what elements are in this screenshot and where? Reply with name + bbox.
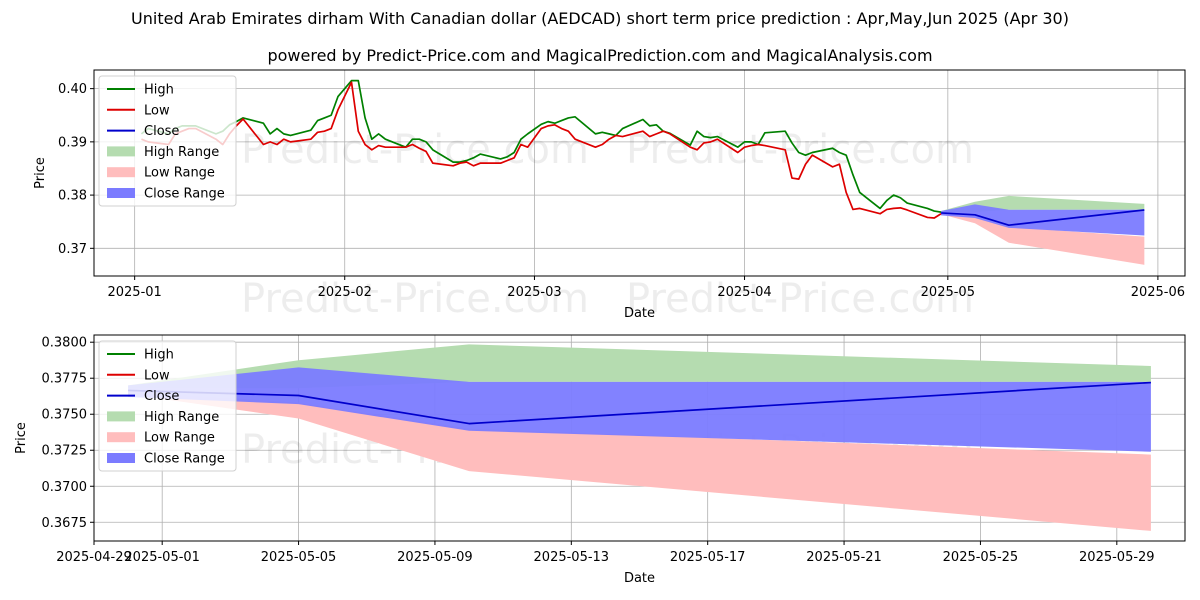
y-tick-label: 0.3725 [42, 444, 88, 459]
watermark-text: Predict-Price.com [241, 276, 589, 322]
legend-swatch-patch [107, 167, 135, 178]
watermark-text: Predict-Price.com [626, 276, 974, 322]
legend-label: High [144, 83, 174, 98]
x-tick-label: 2025-02 [318, 285, 372, 300]
legend-swatch-patch [107, 453, 135, 463]
close-line [941, 209, 1145, 227]
y-tick-label: 0.3775 [42, 372, 88, 387]
chart-title: United Arab Emirates dirham With Canadia… [131, 9, 1069, 28]
x-tick-label: 2025-03 [507, 285, 561, 300]
x-tick-label: 2025-06 [1131, 285, 1185, 300]
legend-label: High Range [144, 145, 219, 160]
history-panel: Predict-Price.com Predict-Price.com Predic… [33, 69, 1186, 322]
x-tick-label: 2025-05-25 [943, 550, 1019, 565]
forecast-panel: Predict-Price.comPredict-Price.com2025-0… [14, 334, 1186, 586]
y-tick-label: 0.39 [58, 135, 87, 150]
low-range-band [941, 213, 1145, 265]
x-axis-label: Date [624, 571, 655, 586]
x-tick-label: 2025-05-01 [124, 550, 200, 565]
legend-swatch-patch [107, 411, 135, 422]
legend-label: Close [144, 124, 179, 139]
legend-swatch-patch [107, 188, 135, 198]
legend-label: High Range [144, 410, 219, 425]
plot-frame [93, 334, 1186, 542]
chart-subtitle: powered by Predict-Price.com and Magical… [267, 46, 933, 65]
y-tick-label: 0.3750 [42, 408, 88, 423]
legend-label: Close [144, 389, 179, 404]
legend-label: Low [144, 103, 170, 118]
y-tick-label: 0.38 [58, 189, 87, 204]
close-range-band [128, 367, 1151, 452]
legend-swatch-patch [107, 432, 135, 443]
x-tick-label: 2025-04-29 [56, 550, 132, 565]
y-tick-label: 0.3700 [42, 480, 88, 495]
x-tick-label: 2025-05-17 [670, 550, 746, 565]
x-tick-label: 2025-05-21 [806, 550, 882, 565]
x-tick-label: 2025-05-09 [397, 550, 473, 565]
plot-area [140, 79, 1145, 265]
legend-label: Low Range [144, 431, 215, 446]
legend: High Low Close High Range Low Range Close Ran… [98, 75, 237, 207]
plot-area [128, 344, 1151, 531]
watermark-text: Predict-Price.com [241, 127, 589, 173]
y-tick-label: 0.37 [58, 242, 87, 257]
low-range-band [128, 391, 1151, 531]
plot-frame [93, 69, 1186, 277]
close-range-band [941, 204, 1145, 236]
x-tick-label: 2025-05 [921, 285, 975, 300]
x-tick-label: 2025-05-29 [1079, 550, 1155, 565]
watermark-text: Predict-Price.com [626, 127, 974, 173]
x-tick-label: 2025-01 [107, 285, 161, 300]
legend-label: Close Range [144, 187, 225, 202]
x-tick-label: 2025-04 [717, 285, 771, 300]
x-tick-label: 2025-05-05 [261, 550, 337, 565]
y-axis-label: Price [14, 422, 29, 454]
legend: High Low Close High Range Low Range Close Ran… [98, 340, 237, 472]
low-line [141, 81, 942, 219]
legend-swatch-patch [107, 146, 135, 157]
legend-label: High [144, 348, 174, 363]
y-axis-label: Price [33, 157, 48, 189]
x-axis-label: Date [624, 306, 655, 321]
y-tick-label: 0.40 [58, 82, 87, 97]
legend-label: Close Range [144, 452, 225, 467]
y-tick-label: 0.3675 [42, 516, 88, 531]
x-tick-label: 2025-05-13 [534, 550, 610, 565]
legend-label: Low Range [144, 166, 215, 181]
high-line [140, 79, 942, 213]
legend-label: Low [144, 368, 170, 383]
y-tick-label: 0.3800 [42, 336, 88, 351]
